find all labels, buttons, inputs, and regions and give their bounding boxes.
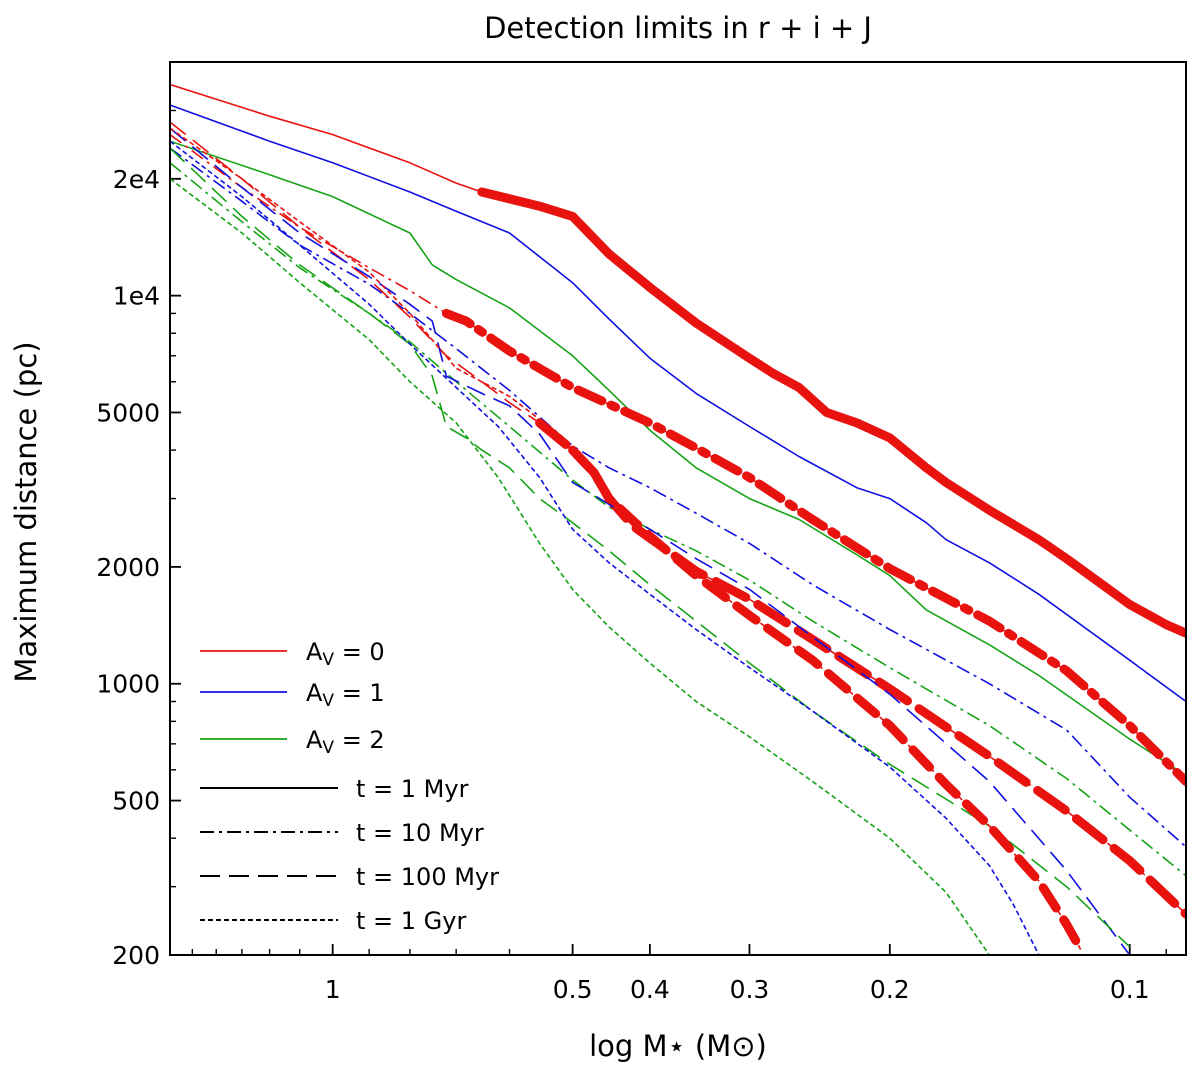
series-line [170, 147, 1131, 948]
y-tick-label: 1000 [96, 670, 160, 699]
series-line [170, 140, 1040, 955]
x-tick-label: 0.5 [553, 975, 593, 1004]
series-line [170, 83, 1186, 634]
legend-label: t = 100 Myr [356, 863, 499, 891]
plot-lines [170, 83, 1186, 955]
legend: AV = 0 AV = 1 AV = 2 t = 1 Myr t = 10 Myr t =… [200, 638, 499, 935]
y-tick-label: 1e4 [113, 282, 160, 311]
legend-label: AV = 1 [306, 679, 385, 711]
series-line [170, 162, 1186, 877]
series-line [170, 140, 1186, 777]
legend-label: AV = 0 [306, 638, 385, 670]
minor-ticks [170, 61, 1167, 955]
legend-label: t = 10 Myr [356, 819, 484, 847]
series-line [170, 147, 1186, 848]
y-axis-label: Maximum distance (pc) [9, 341, 43, 682]
series-line [170, 121, 1186, 915]
series-line [170, 178, 991, 955]
x-tick-label: 0.2 [870, 975, 910, 1004]
tick-labels: 200 500 1000 2000 5000 1e4 2e4 1 0.5 0.4 0.3 0.2 0.1 [96, 165, 1149, 1004]
y-tick-label: 500 [112, 787, 160, 816]
series-line-bold [568, 445, 1086, 955]
legend-label: AV = 2 [306, 726, 385, 758]
y-tick-label: 5000 [96, 398, 160, 427]
plot-frame [169, 61, 1187, 956]
legend-label: t = 1 Myr [356, 775, 469, 803]
y-tick-label: 2e4 [113, 165, 160, 194]
x-tick-label: 0.4 [630, 975, 670, 1004]
series-line-bold [477, 187, 1186, 638]
series-line-bold [441, 308, 1186, 786]
series-line [170, 104, 1186, 703]
series-line [170, 127, 1131, 955]
x-axis-label: log M⋆ (M⊙) [589, 1029, 767, 1063]
series-line-bold [535, 418, 1186, 919]
chart-title: Detection limits in r + i + J [484, 11, 872, 45]
x-tick-label: 0.3 [730, 975, 770, 1004]
y-tick-label: 2000 [96, 553, 160, 582]
y-tick-label: 200 [112, 941, 160, 970]
x-tick-label: 0.1 [1110, 975, 1150, 1004]
legend-label: t = 1 Gyr [356, 907, 466, 935]
x-tick-label: 1 [325, 975, 341, 1004]
